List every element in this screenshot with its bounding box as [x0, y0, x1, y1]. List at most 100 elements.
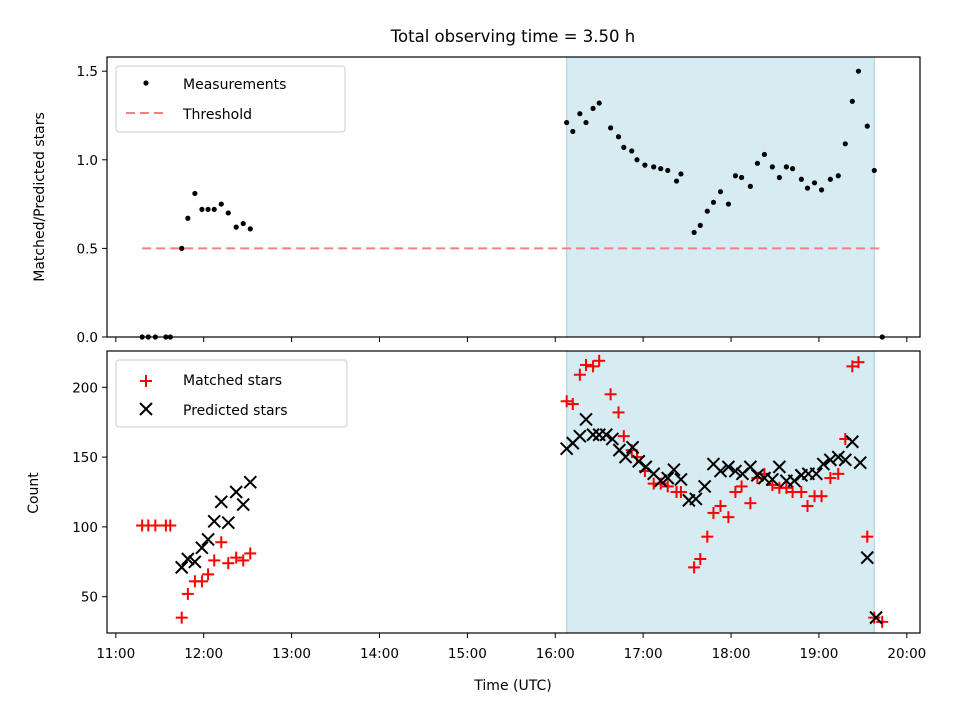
predicted-star-stroke	[853, 455, 867, 470]
predicted-star-point	[765, 472, 780, 487]
predicted-star-point	[214, 495, 228, 509]
predicted-star-point	[586, 428, 600, 442]
measurement-point	[590, 105, 596, 111]
measurement-point	[769, 164, 775, 170]
predicted-star-point	[599, 428, 613, 442]
matched-star-point	[815, 490, 828, 503]
matched-star-point	[722, 511, 735, 524]
measurement-point	[849, 98, 855, 104]
predicted-star-point	[823, 453, 838, 467]
measurement-point	[247, 226, 253, 232]
predicted-star-point	[579, 412, 593, 427]
bottom-legend: Matched stars Predicted stars	[115, 359, 348, 428]
top-legend-frame	[115, 65, 346, 133]
legend-predicted-marker	[139, 402, 153, 416]
measurement-point	[642, 162, 648, 168]
measurement-point	[621, 144, 627, 150]
predicted-star-stroke	[195, 541, 209, 555]
measurement-point	[179, 245, 185, 251]
predicted-star-point	[625, 440, 640, 455]
bottom-y-tick-label: 50	[81, 590, 98, 606]
matched-star-point	[164, 519, 177, 532]
bottom-x-tick-label: 19:00	[799, 646, 838, 662]
panel-bottom-counts: 50 100 150 200 11:00 12:00 13:00 14:00 15:00 16:…	[26, 350, 926, 694]
matched-star-point	[604, 388, 617, 401]
measurement-point	[754, 160, 761, 166]
predicted-star-stroke	[632, 454, 646, 468]
top-x-axis-ticks	[115, 337, 908, 342]
matched-star-point	[580, 358, 593, 371]
measurement-point	[738, 174, 745, 181]
predicted-star-point	[243, 475, 257, 489]
predicted-star-point	[175, 560, 189, 575]
predicted-star-point	[654, 474, 668, 488]
predicted-star-stroke	[667, 462, 681, 477]
measurement-point	[199, 206, 205, 213]
predicted-star-point	[750, 468, 765, 482]
predicted-star-stroke	[175, 560, 189, 575]
top-legend: Measurements Threshold	[115, 65, 346, 133]
predicted-star-stroke	[860, 550, 874, 565]
predicted-star-stroke	[721, 460, 736, 474]
matched-star-point	[560, 395, 573, 408]
measurement-point	[211, 206, 217, 213]
predicted-star-point	[845, 435, 860, 449]
matched-star-point	[780, 481, 793, 494]
measurement-point	[818, 187, 825, 193]
matched-star-point	[230, 551, 243, 564]
panel-top-ratio: 0.0 0.5 1.0 1.5 Matched/Predicted stars Mea…	[32, 56, 921, 346]
measurement-point	[205, 206, 211, 213]
matched-star-point	[795, 486, 808, 498]
legend-threshold-label: Threshold	[182, 107, 252, 123]
measurement-point	[717, 189, 724, 195]
predicted-star-stroke	[661, 471, 675, 485]
measurement-point	[871, 167, 877, 174]
predicted-star-point	[229, 485, 243, 499]
bottom-axes-frame	[106, 350, 921, 634]
predicted-star-stroke	[757, 471, 772, 485]
top-axes-frame	[106, 56, 921, 338]
predicted-star-stroke	[654, 474, 668, 488]
predicted-star-stroke	[816, 457, 831, 471]
measurement-point	[747, 183, 753, 189]
measurement-point	[192, 190, 198, 197]
top-measurement-points	[139, 68, 885, 340]
predicted-star-point	[809, 467, 823, 481]
predicted-star-point	[573, 429, 587, 443]
predicted-star-stroke	[221, 516, 235, 530]
predicted-star-stroke	[674, 472, 688, 487]
matched-star-point	[701, 530, 714, 543]
predicted-star-stroke	[243, 475, 257, 489]
measurement-point	[185, 215, 191, 221]
measurement-point	[842, 141, 848, 147]
measurement-point	[691, 229, 697, 236]
matched-star-point	[237, 554, 250, 567]
predicted-star-point	[667, 462, 681, 477]
predicted-star-stroke	[845, 435, 860, 449]
predicted-star-stroke	[809, 467, 823, 481]
predicted-star-point	[207, 514, 221, 529]
measurement-point	[596, 100, 602, 106]
measurement-point	[732, 173, 739, 179]
measurement-point	[577, 111, 583, 117]
predicted-star-stroke	[706, 457, 721, 471]
predicted-star-stroke	[838, 453, 852, 467]
predicted-star-point	[860, 550, 874, 565]
predicted-star-point	[181, 552, 195, 566]
predicted-star-point	[772, 460, 787, 474]
measurement-point	[673, 178, 680, 184]
matched-star-point	[688, 561, 701, 574]
measurement-point	[564, 119, 570, 126]
predicted-star-stroke	[188, 555, 202, 569]
predicted-star-stroke	[586, 428, 600, 442]
predicted-star-point	[236, 497, 250, 512]
predicted-star-stroke	[750, 468, 765, 482]
measurement-point	[608, 125, 614, 131]
predicted-star-stroke	[612, 443, 627, 457]
predicted-star-stroke	[823, 453, 838, 467]
predicted-star-stroke	[713, 464, 728, 478]
measurement-point	[855, 68, 862, 74]
top-y-axis: 0.0 0.5 1.0 1.5	[77, 64, 107, 346]
